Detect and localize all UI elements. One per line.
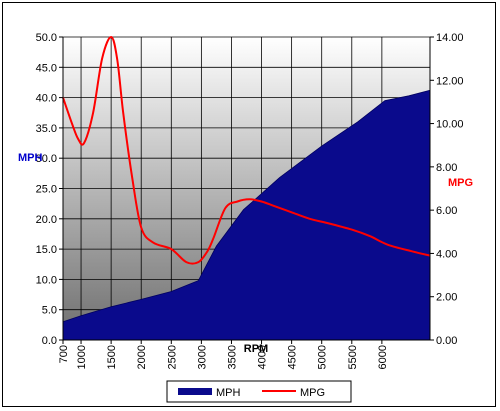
x-tick-label: 5500 xyxy=(347,345,359,369)
legend-label-mph: MPH xyxy=(216,387,241,399)
x-axis-title: RPM xyxy=(244,343,268,355)
x-tick-label: 6000 xyxy=(377,345,389,369)
left-tick-label: 25.0 xyxy=(36,184,57,196)
legend-label-mpg: MPG xyxy=(300,387,325,399)
x-tick-label: 3500 xyxy=(226,345,238,369)
x-tick-label: 700 xyxy=(58,345,70,363)
y-axis-left-title: MPH xyxy=(18,152,43,164)
left-tick-label: 35.0 xyxy=(36,123,57,135)
x-tick-label: 2000 xyxy=(136,345,148,369)
legend-swatch-mph xyxy=(178,388,212,395)
left-axis-ticks: 0.0 5.0 10.0 15.0 20.0 25.0 30.0 35.0 40.0 45.0 50… xyxy=(36,32,63,347)
left-tick-label: 10.0 xyxy=(36,274,57,286)
mph-area-layer xyxy=(62,89,431,341)
legend-box xyxy=(166,380,352,403)
x-tick-label: 4500 xyxy=(287,345,299,369)
right-axis-ticks: 0.00 2.00 4.00 6.00 8.00 10.00 12.00 14.00 xyxy=(430,32,464,347)
left-tick-label: 15.0 xyxy=(36,244,57,256)
left-tick-label: 0.0 xyxy=(42,335,57,347)
mpg-line-layer xyxy=(62,35,431,265)
right-tick-label: 8.00 xyxy=(436,162,457,174)
right-tick-label: 0.00 xyxy=(436,335,457,347)
right-tick-label: 14.00 xyxy=(436,32,464,44)
right-tick-label: 12.00 xyxy=(436,75,464,87)
x-tick-label: 1500 xyxy=(106,345,118,369)
right-tick-label: 4.00 xyxy=(436,248,457,260)
right-tick-label: 2.00 xyxy=(436,292,457,304)
mph-area xyxy=(62,89,431,341)
y-axis-right-title: MPG xyxy=(448,177,473,189)
x-tick-label: 3000 xyxy=(196,345,208,369)
left-tick-label: 40.0 xyxy=(36,93,57,105)
left-tick-label: 5.0 xyxy=(42,305,57,317)
x-axis-ticks: 700 1000 1500 2000 2500 3000 3500 4000 4500 5000 5… xyxy=(58,340,389,369)
left-tick-label: 20.0 xyxy=(36,214,57,226)
mpg-line xyxy=(62,35,431,265)
x-tick-label: 5000 xyxy=(317,345,329,369)
x-tick-label: 4000 xyxy=(257,345,269,369)
legend: MPH MPG xyxy=(166,380,352,403)
x-tick-label: 1000 xyxy=(76,345,88,369)
x-tick-label: 2500 xyxy=(166,345,178,369)
right-tick-label: 6.00 xyxy=(436,205,457,217)
left-tick-label: 45.0 xyxy=(36,62,57,74)
left-tick-label: 50.0 xyxy=(36,32,57,44)
right-tick-label: 10.00 xyxy=(436,119,464,131)
left-tick-label: 30.0 xyxy=(36,153,57,165)
